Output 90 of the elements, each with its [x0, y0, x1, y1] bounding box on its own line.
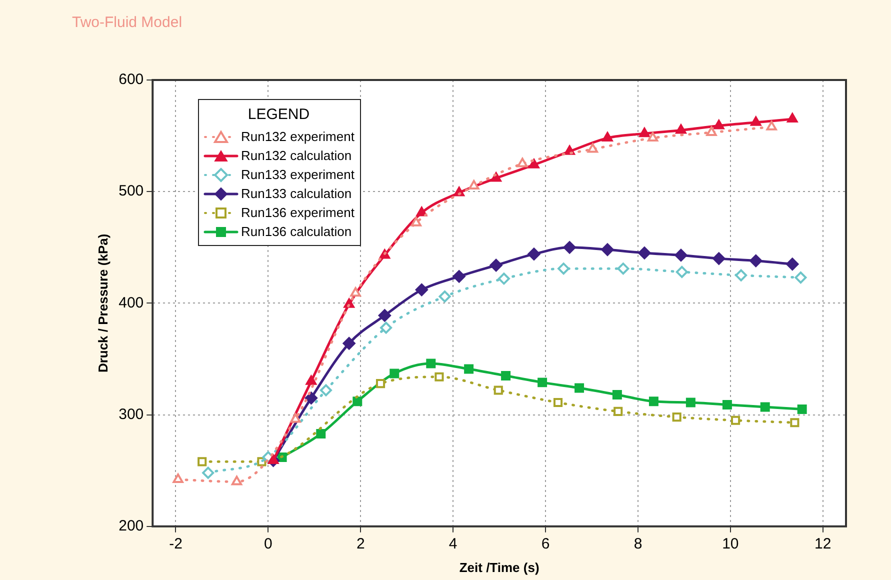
point [722, 400, 732, 410]
y-axis-title: Druck / Pressure (kPa) [95, 234, 110, 373]
legend-title: LEGEND [246, 106, 311, 123]
point [304, 392, 318, 405]
point [468, 180, 480, 190]
point [434, 372, 444, 382]
point [749, 254, 762, 268]
point [410, 216, 422, 226]
x-tick-label: 10 [722, 536, 739, 553]
y-tick-label: 300 [118, 406, 144, 423]
point [231, 476, 242, 486]
point [647, 132, 658, 142]
point [501, 371, 511, 380]
point [452, 270, 466, 283]
x-tick-label: 4 [448, 536, 458, 553]
legend-label: Run133 experiment [241, 167, 354, 182]
point [706, 126, 717, 136]
point [766, 120, 777, 130]
point [760, 402, 770, 412]
x-tick-label: -2 [169, 536, 182, 553]
x-tick-label: 8 [634, 536, 642, 553]
point [786, 258, 799, 271]
point [712, 252, 726, 266]
point [614, 406, 623, 416]
point [350, 287, 361, 297]
point [172, 474, 184, 484]
point [464, 364, 474, 374]
point [617, 262, 630, 275]
y-tick-label: 400 [118, 294, 144, 312]
point [527, 248, 540, 261]
point [686, 398, 696, 408]
point [730, 416, 740, 425]
point [553, 398, 563, 408]
point [198, 457, 207, 466]
point [316, 429, 326, 439]
point [676, 266, 688, 278]
point [538, 378, 548, 388]
point [600, 243, 614, 256]
point [786, 112, 798, 123]
point [574, 383, 584, 393]
point [675, 124, 687, 134]
point [268, 454, 279, 464]
chart-title: Two-Fluid Model [72, 14, 182, 31]
x-tick-label: 0 [264, 536, 272, 553]
point [390, 368, 400, 378]
x-axis-title: Zeit /Time (s) [459, 560, 540, 575]
point [672, 412, 682, 422]
point [376, 379, 386, 388]
point [612, 390, 622, 400]
point [426, 358, 436, 368]
point [490, 258, 503, 272]
point [415, 283, 428, 296]
point [790, 418, 800, 428]
point [794, 272, 807, 284]
x-tick-label: 2 [356, 536, 365, 553]
point [202, 466, 214, 479]
x-tick-label: 6 [541, 536, 550, 553]
point [558, 262, 570, 275]
point [750, 116, 762, 126]
point [713, 119, 725, 130]
point [638, 246, 651, 260]
y-tick-label: 500 [118, 182, 144, 200]
point [517, 158, 528, 168]
point [638, 127, 650, 138]
point [305, 374, 317, 385]
x-tick-label: 12 [814, 536, 832, 553]
point [563, 240, 576, 254]
point [735, 269, 748, 282]
point [494, 386, 503, 395]
legend-label: Run136 experiment [241, 205, 354, 220]
point [438, 290, 451, 303]
legend-label: Run132 calculation [241, 148, 352, 163]
point [498, 272, 510, 285]
y-tick-label: 200 [118, 518, 144, 535]
point [352, 396, 362, 406]
point [320, 384, 332, 396]
legend-label: Run132 experiment [241, 129, 354, 144]
point [602, 132, 614, 142]
legend-label: Run133 calculation [241, 186, 352, 201]
point [528, 158, 540, 168]
point [674, 248, 688, 262]
point [648, 396, 658, 406]
point [290, 413, 301, 423]
y-tick-label: 600 [118, 71, 144, 88]
point [378, 308, 392, 322]
point [380, 322, 392, 334]
legend-label: Run136 calculation [241, 224, 352, 239]
point [587, 143, 598, 153]
point [797, 404, 807, 414]
point [342, 336, 356, 350]
